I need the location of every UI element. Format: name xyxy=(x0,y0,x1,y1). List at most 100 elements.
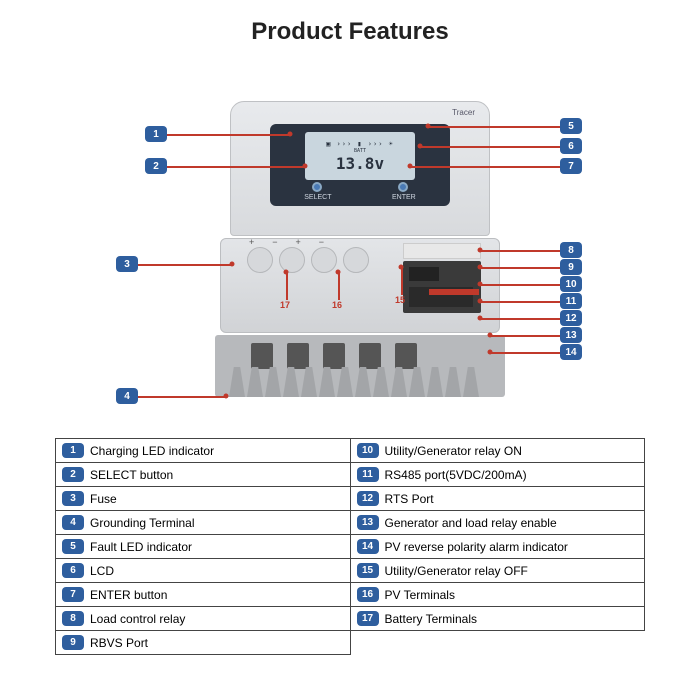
feature-cell: 3 Fuse xyxy=(62,491,344,506)
callout-dot xyxy=(478,282,483,287)
feature-label: RBVS Port xyxy=(90,636,148,650)
feature-num: 13 xyxy=(357,515,379,530)
callout-badge: 4 xyxy=(116,388,138,404)
feature-num: 10 xyxy=(357,443,379,458)
callout-dot xyxy=(418,144,423,149)
callout-dot xyxy=(478,265,483,270)
feature-num: 3 xyxy=(62,491,84,506)
callout-badge: 14 xyxy=(560,344,582,360)
feature-cell: 8Load control relay xyxy=(62,611,344,626)
callout-line xyxy=(490,335,560,337)
sign: + xyxy=(296,237,301,247)
feature-label: Charging LED indicator xyxy=(90,444,214,458)
inner-callout: 17 xyxy=(280,300,290,310)
callout-dot xyxy=(288,132,293,137)
brand-label: Tracer xyxy=(452,108,475,117)
callout-dot xyxy=(478,299,483,304)
callout-dot xyxy=(284,270,289,275)
feature-label: Generator and load relay enable xyxy=(385,516,557,530)
feature-num: 5 xyxy=(62,539,84,554)
callout-dot xyxy=(408,164,413,169)
feature-num: 7 xyxy=(62,587,84,602)
feature-cell: 14PV reverse polarity alarm indicator xyxy=(357,539,639,554)
feature-label: Fuse xyxy=(90,492,117,506)
feature-cell: 4Grounding Terminal xyxy=(62,515,344,530)
callout-badge: 8 xyxy=(560,242,582,258)
feature-cell: 16PV Terminals xyxy=(357,587,639,602)
callout-line xyxy=(138,264,232,266)
feature-label: RTS Port xyxy=(385,492,434,506)
callout-line xyxy=(167,134,290,136)
callout-line xyxy=(428,126,560,128)
polarity-strip xyxy=(429,289,479,295)
callout-line xyxy=(167,166,305,168)
feature-cell: 11 RS485 port(5VDC/200mA) xyxy=(357,467,639,482)
callout-line xyxy=(410,166,560,168)
terminal-bump xyxy=(247,247,273,273)
heatsink xyxy=(215,335,505,397)
callout-line xyxy=(480,250,560,252)
callout-dot xyxy=(399,265,404,270)
slot xyxy=(251,343,273,369)
callout-dot xyxy=(478,316,483,321)
sign: − xyxy=(272,237,277,247)
lcd-panel: ▣ ››› ▮ ››› ☀ BATT 13.8v SELECT ENTER xyxy=(270,124,450,206)
device-mid: + − + − xyxy=(220,238,500,333)
callout-badge: 2 xyxy=(145,158,167,174)
enter-label: ENTER xyxy=(392,194,416,201)
callout-dot xyxy=(426,124,431,129)
feature-cell: 17 Battery Terminals xyxy=(357,611,639,626)
diagram: Tracer ▣ ››› ▮ ››› ☀ BATT 13.8v SELECT E… xyxy=(0,46,700,446)
terminal-bump xyxy=(311,247,337,273)
device-top: Tracer ▣ ››› ▮ ››› ☀ BATT 13.8v SELECT E… xyxy=(230,101,490,236)
slot xyxy=(287,343,309,369)
feature-num: 17 xyxy=(357,611,379,626)
terminal-bump xyxy=(279,247,305,273)
feature-num: 12 xyxy=(357,491,379,506)
slot xyxy=(323,343,345,369)
callout-badge: 3 xyxy=(116,256,138,272)
feature-num: 15 xyxy=(357,563,379,578)
callout-badge: 10 xyxy=(560,276,582,292)
callout-badge: 11 xyxy=(560,293,582,309)
feature-cell: 2SELECT button xyxy=(62,467,344,482)
callout-badge: 1 xyxy=(145,126,167,142)
callout-badge: 7 xyxy=(560,158,582,174)
feature-label: Battery Terminals xyxy=(385,612,477,626)
feature-num: 9 xyxy=(62,635,84,650)
feature-label: Grounding Terminal xyxy=(90,516,195,530)
sign: − xyxy=(319,237,324,247)
callout-line xyxy=(338,272,340,300)
callout-line xyxy=(480,318,560,320)
feature-cell: 7ENTER button xyxy=(62,587,344,602)
feature-label: Utility/Generator relay ON xyxy=(385,444,522,458)
device-illustration: Tracer ▣ ››› ▮ ››› ☀ BATT 13.8v SELECT E… xyxy=(220,101,500,411)
feature-num: 11 xyxy=(357,467,379,482)
callout-dot xyxy=(224,394,229,399)
callout-line xyxy=(480,267,560,269)
feature-label: Utility/Generator relay OFF xyxy=(385,564,528,578)
slot xyxy=(359,343,381,369)
select-label: SELECT xyxy=(304,194,331,201)
spec-label xyxy=(403,243,481,259)
inner-callout: 15 xyxy=(395,295,405,305)
inner-callout: 16 xyxy=(332,300,342,310)
feature-num: 14 xyxy=(357,539,379,554)
sign: + xyxy=(249,237,254,247)
feature-num: 8 xyxy=(62,611,84,626)
feature-cell: 9 RBVS Port xyxy=(62,635,344,650)
feature-label: RS485 port(5VDC/200mA) xyxy=(385,468,527,482)
feature-num: 2 xyxy=(62,467,84,482)
callout-line xyxy=(480,284,560,286)
callout-dot xyxy=(230,262,235,267)
enter-button-dot xyxy=(398,182,408,192)
lcd-value: 13.8v xyxy=(336,154,384,173)
callout-badge: 12 xyxy=(560,310,582,326)
slot xyxy=(395,343,417,369)
callout-badge: 6 xyxy=(560,138,582,154)
feature-label: PV Terminals xyxy=(385,588,455,602)
feature-cell: 1Charging LED indicator xyxy=(62,443,344,458)
callout-badge: 9 xyxy=(560,259,582,275)
select-button-dot xyxy=(312,182,322,192)
page-title: Product Features xyxy=(0,0,700,46)
